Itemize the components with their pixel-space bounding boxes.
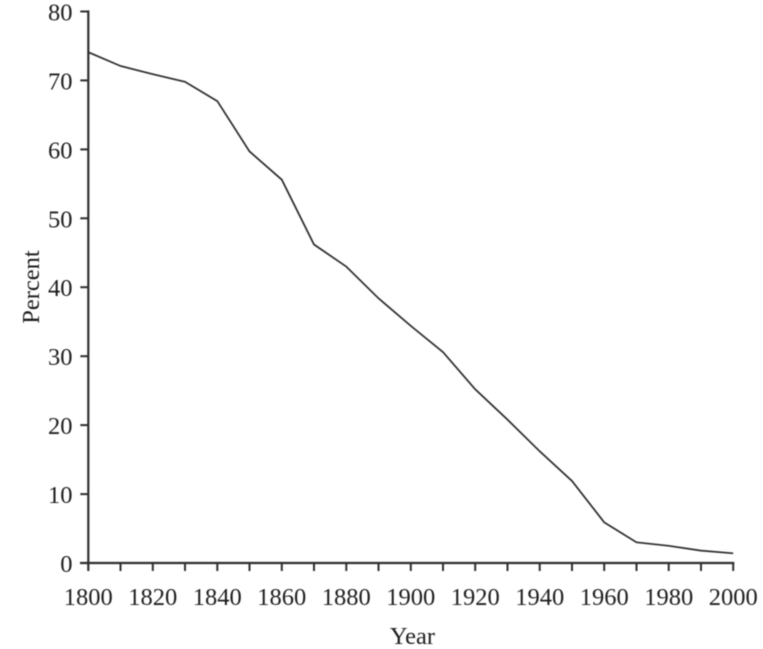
svg-text:70: 70 — [48, 68, 73, 95]
svg-text:1940: 1940 — [515, 584, 564, 611]
svg-text:1840: 1840 — [193, 584, 242, 611]
svg-text:1900: 1900 — [386, 584, 435, 611]
svg-text:50: 50 — [48, 206, 73, 233]
svg-text:0: 0 — [60, 551, 72, 578]
svg-text:60: 60 — [48, 137, 73, 164]
svg-text:40: 40 — [48, 275, 73, 302]
svg-text:1860: 1860 — [257, 584, 306, 611]
svg-text:1920: 1920 — [451, 584, 500, 611]
svg-text:1800: 1800 — [64, 584, 113, 611]
svg-text:80: 80 — [48, 0, 73, 27]
svg-text:Percent: Percent — [18, 250, 45, 324]
svg-text:10: 10 — [48, 482, 73, 509]
svg-text:2000: 2000 — [709, 584, 758, 611]
svg-text:20: 20 — [48, 413, 73, 440]
svg-text:30: 30 — [48, 344, 73, 371]
svg-text:1980: 1980 — [644, 584, 693, 611]
svg-text:1820: 1820 — [128, 584, 177, 611]
svg-text:Year: Year — [390, 623, 435, 649]
svg-text:1960: 1960 — [580, 584, 629, 611]
svg-text:1880: 1880 — [322, 584, 371, 611]
